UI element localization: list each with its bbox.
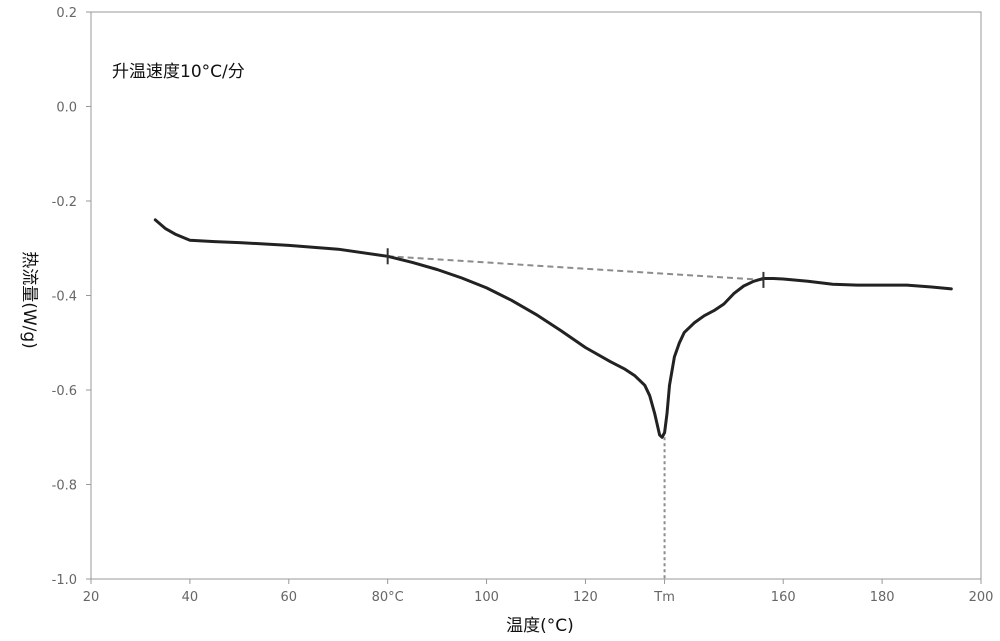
x-tick-label: 80°C (372, 590, 404, 605)
x-tick-label: Tm (653, 590, 675, 605)
heating-rate-annotation: 升温速度10°C/分 (112, 62, 245, 82)
x-tick-label: 40 (182, 590, 199, 605)
y-tick-label: -1.0 (52, 573, 77, 588)
x-axis-title: 温度(°C) (506, 616, 574, 636)
y-tick-label: 0.0 (56, 101, 77, 116)
plot-frame (91, 12, 981, 579)
y-tick-label: -0.4 (52, 290, 77, 305)
x-axis-ticks: 20 40 60 80°C 100 120 Tm 160 180 200 (83, 579, 994, 605)
y-tick-label: -0.6 (52, 384, 77, 399)
x-tick-label: 20 (83, 590, 100, 605)
y-axis-ticks: 0.2 0.0 -0.2 -0.4 -0.6 -0.8 -1.0 (52, 6, 91, 588)
x-tick-label: 200 (969, 590, 994, 605)
x-tick-label: 60 (281, 590, 298, 605)
x-tick-label: 100 (474, 590, 499, 605)
y-tick-label: -0.2 (52, 195, 77, 210)
x-tick-label: 180 (870, 590, 895, 605)
x-tick-label: 120 (573, 590, 598, 605)
x-tick-label: 160 (771, 590, 796, 605)
y-tick-label: -0.8 (52, 479, 77, 494)
y-axis-title: 热流量(W/g) (19, 251, 39, 349)
y-tick-label: 0.2 (56, 6, 77, 21)
